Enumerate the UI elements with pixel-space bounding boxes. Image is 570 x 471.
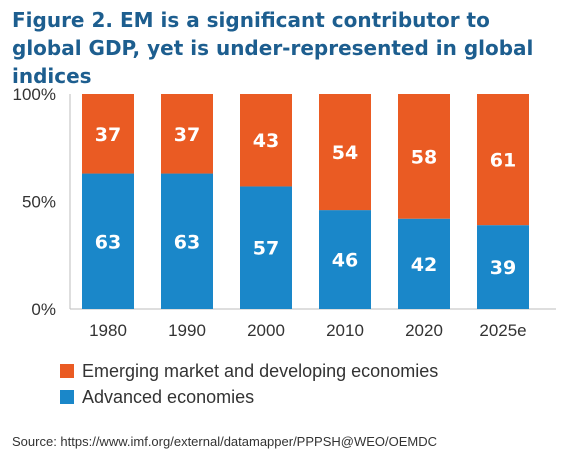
y-tick-label: 50% [22,193,56,212]
data-label-emerging: 37 [95,124,121,146]
bar-advanced [477,225,529,309]
data-label-emerging: 61 [490,150,516,172]
data-label-advanced: 63 [95,231,121,253]
data-label-emerging: 58 [411,146,437,168]
data-label-emerging: 37 [174,124,200,146]
bar-emerging [319,94,371,211]
data-label-emerging: 43 [253,130,279,152]
x-tick-label: 1990 [168,321,206,340]
legend-label-advanced: Advanced economies [82,386,255,407]
bar-emerging [398,94,450,219]
legend-item-emerging: Emerging market and developing economies [60,358,438,384]
bar-emerging [82,94,134,174]
bar-advanced [240,186,292,309]
data-label-advanced: 57 [253,238,279,260]
data-label-advanced: 39 [490,257,516,279]
data-label-emerging: 54 [332,142,358,164]
data-label-advanced: 46 [332,250,358,272]
legend-swatch-advanced [60,390,74,404]
x-tick-label: 2025e [479,321,526,340]
data-label-advanced: 63 [174,231,200,253]
source-note: Source: https://www.imf.org/external/dat… [12,434,438,449]
bar-advanced [161,173,213,309]
bar-advanced [319,210,371,309]
legend-swatch-emerging [60,364,74,378]
chart-title: Figure 2. EM is a significant contributo… [12,8,534,88]
legend-label-emerging: Emerging market and developing economies [82,360,439,381]
y-tick-label: 100% [13,85,56,104]
legend: Emerging market and developing economies… [60,358,438,410]
bar-emerging [161,94,213,174]
x-tick-label: 2010 [326,321,364,340]
y-tick-label: 0% [31,300,56,319]
x-tick-label: 2020 [405,321,443,340]
legend-item-advanced: Advanced economies [60,384,438,410]
bar-advanced [82,173,134,309]
data-label-advanced: 42 [411,254,437,276]
stacked-bar-chart: 0% 50% 100% 63 37 1980 63 37 1990 57 43 2000 46 54 201… [13,85,556,340]
bar-emerging [477,94,529,226]
bar-emerging [240,94,292,187]
bar-advanced [398,218,450,309]
x-tick-label: 1980 [89,321,127,340]
x-tick-label: 2000 [247,321,285,340]
